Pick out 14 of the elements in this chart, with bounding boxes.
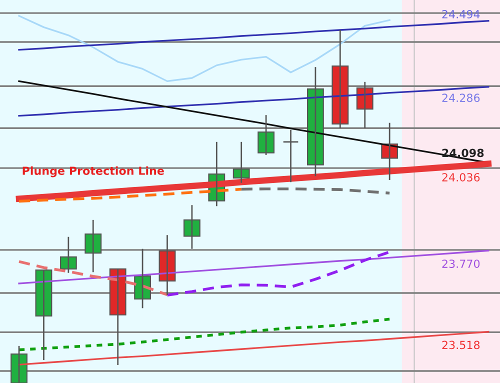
annotation: 23.518 [442,340,480,350]
candlestick [60,236,77,274]
annotation: 23.770 [442,260,480,268]
annotation: 24.098 [442,148,484,158]
candlestick [282,129,299,183]
candlestick [10,345,28,383]
annotation: 24.036 [442,173,480,182]
candlestick [307,66,324,177]
candlestick [232,141,250,184]
candlestick [84,219,102,273]
annotation: Plunge Protection Line [22,166,164,178]
annotation: 24.286 [442,94,480,102]
candlestick [183,204,200,250]
candlestick [258,114,275,156]
